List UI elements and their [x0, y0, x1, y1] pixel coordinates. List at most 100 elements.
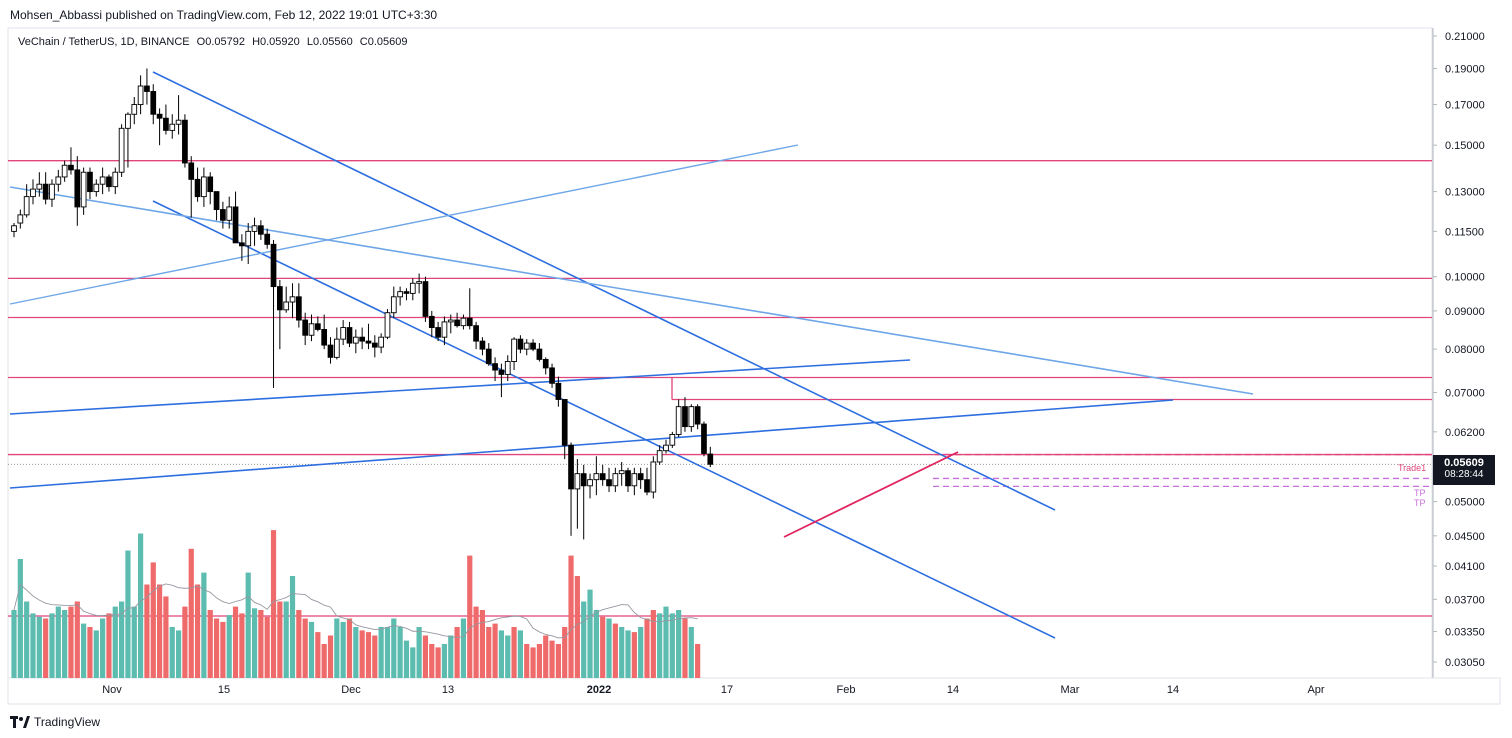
candle-body: [264, 233, 271, 245]
volume-bar: [163, 596, 169, 678]
candle-body: [599, 473, 606, 481]
candle-body: [245, 230, 252, 247]
candle-body: [378, 336, 384, 348]
volume-bar: [87, 627, 93, 678]
candle-body: [511, 338, 517, 362]
candle-body: [479, 340, 486, 350]
candle-body: [61, 164, 68, 178]
candle-body: [87, 171, 93, 193]
volume-bar: [239, 613, 245, 678]
x-tick-label: Mar: [1061, 684, 1080, 696]
candle-body: [447, 319, 454, 323]
candle-body: [669, 434, 676, 446]
candle-body: [466, 317, 473, 327]
candle-body: [549, 367, 555, 384]
volume-bar: [562, 627, 568, 678]
publisher-bar: Mohsen_Abbassi published on TradingView.…: [0, 0, 1512, 28]
volume-bar: [264, 616, 270, 678]
volume-bar: [568, 555, 574, 678]
candle-body: [314, 323, 321, 330]
volume-bar: [384, 627, 391, 678]
candle-body: [580, 473, 587, 487]
candle-body: [650, 461, 657, 493]
candle-body: [163, 117, 169, 131]
volume-bar: [308, 621, 315, 678]
volume-bar: [631, 632, 637, 678]
volume-bar: [138, 533, 144, 678]
last-price: 0.05609: [1444, 457, 1484, 469]
tradingview-brand: TradingView: [34, 715, 101, 729]
x-tick-label: 2022: [587, 684, 611, 696]
volume-bar: [612, 623, 618, 678]
candle-body: [663, 444, 669, 452]
volume-bar: [81, 623, 87, 678]
volume-bar: [213, 618, 220, 678]
candle-body: [150, 91, 157, 115]
trend-line: [9, 359, 911, 415]
trend-line: [152, 71, 1056, 511]
candle-body: [251, 225, 258, 232]
volume-bar: [410, 647, 416, 678]
candle-body: [118, 127, 125, 173]
volume-bar: [397, 627, 403, 678]
y-tick-label: 0.10000: [1445, 272, 1485, 284]
x-tick-label: 14: [947, 684, 959, 696]
x-tick-label: 14: [1167, 684, 1179, 696]
volume-bar: [448, 635, 454, 678]
volume-bar: [270, 530, 277, 678]
y-tick-label: 0.05000: [1445, 497, 1485, 509]
candle-body: [492, 363, 498, 371]
volume-bar: [498, 630, 505, 678]
volume-bar: [479, 610, 486, 678]
volume-bar: [321, 644, 327, 678]
candle-body: [226, 206, 233, 221]
candle-body: [258, 225, 264, 235]
trend-line: [9, 186, 1254, 395]
volume-bar: [492, 623, 498, 678]
y-tick-label: 0.09000: [1445, 306, 1485, 318]
candle-body: [517, 338, 524, 350]
candle-body: [371, 342, 378, 348]
candle-body: [194, 178, 201, 198]
volume-bar: [258, 610, 264, 678]
y-tick-label: 0.11500: [1445, 226, 1484, 238]
y-tick-label: 0.07000: [1445, 387, 1485, 399]
candle-body: [213, 191, 220, 211]
volume-bar: [549, 640, 555, 678]
volume-bar: [340, 621, 346, 678]
volume-bar: [302, 618, 308, 678]
volume-bar: [593, 610, 599, 678]
volume-bar: [638, 627, 644, 678]
candle-body: [106, 176, 112, 188]
candle-body: [612, 473, 619, 487]
volume-bar: [606, 618, 612, 678]
candle-body: [428, 315, 435, 329]
volume-bar: [600, 616, 606, 678]
volume-bar: [467, 555, 473, 678]
candle-body: [125, 113, 131, 129]
candle-body: [80, 171, 87, 208]
tp-label: TP: [1414, 498, 1426, 508]
volume-bar: [17, 559, 23, 678]
ohlc-open: O0.05792: [196, 36, 245, 48]
volume-bar: [220, 621, 226, 678]
candle-body: [232, 206, 239, 244]
volume-bar: [391, 618, 397, 678]
candle-body: [473, 325, 479, 342]
candle-body: [182, 119, 188, 164]
candle-body: [49, 183, 55, 200]
candle-body: [346, 327, 353, 344]
volume-bar: [245, 572, 251, 678]
y-tick-label: 0.03700: [1445, 594, 1485, 606]
volume-bar: [625, 630, 631, 678]
ohlc-high: H0.05920: [252, 36, 300, 48]
candle-body: [656, 450, 663, 463]
volume-bar: [100, 618, 106, 678]
candle-body: [365, 340, 372, 344]
volume-bar: [24, 601, 30, 678]
time-axis-frame: [7, 677, 1501, 705]
volume-bar: [441, 644, 448, 678]
y-tick-label: 0.21000: [1445, 31, 1485, 43]
candle-body: [701, 423, 707, 454]
